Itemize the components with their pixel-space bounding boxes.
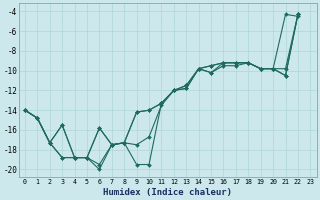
X-axis label: Humidex (Indice chaleur): Humidex (Indice chaleur) bbox=[103, 188, 232, 197]
